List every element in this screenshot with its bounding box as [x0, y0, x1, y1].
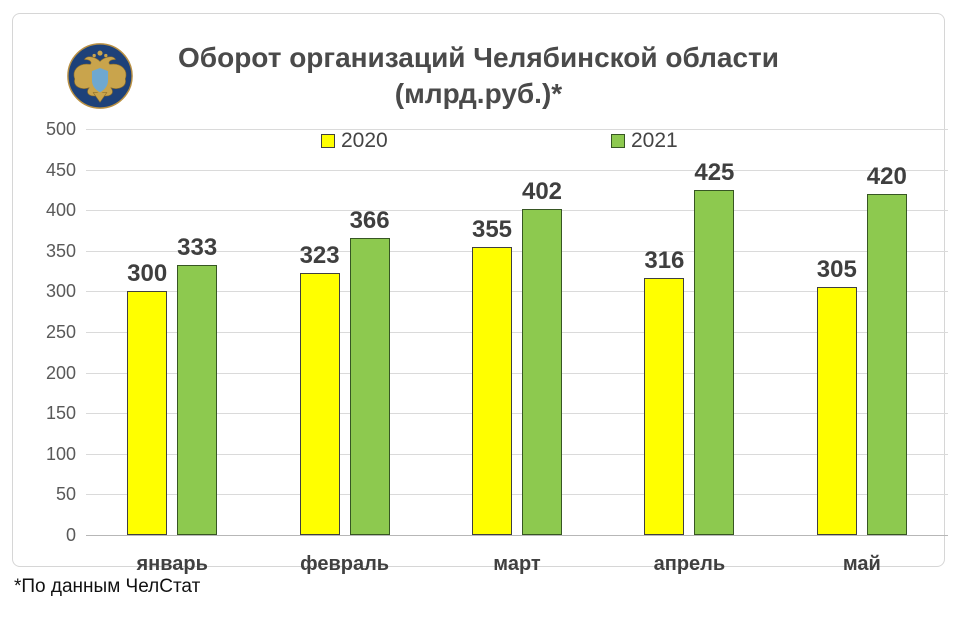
- y-tick-200: 200: [45, 362, 76, 383]
- bar-2020-март: [472, 246, 512, 535]
- bar-2020-февраль: [299, 272, 340, 535]
- chart-title: Оборот организаций Челябинской области (…: [13, 40, 944, 112]
- gridline-50: [86, 494, 948, 496]
- gridline-100: [86, 453, 948, 455]
- legend-item-2021: 2021: [611, 130, 678, 151]
- value-label-2021-февраль: 366: [349, 206, 390, 234]
- x-tick-апрель: апрель: [653, 553, 726, 575]
- legend-swatch-2021: [611, 133, 625, 148]
- legend-swatch-2020: [321, 133, 335, 148]
- y-tick-400: 400: [45, 200, 76, 221]
- chart-card: Оборот организаций Челябинской области (…: [12, 13, 948, 575]
- gridline-150: [86, 413, 948, 415]
- value-label-2021-январь: 333: [177, 233, 218, 261]
- bar-2021-апрель: [694, 189, 735, 535]
- bar-2020-январь: [127, 291, 168, 535]
- gridline-450: [86, 169, 948, 171]
- y-tick-300: 300: [45, 281, 76, 302]
- y-tick-250: 250: [45, 322, 76, 342]
- gridline-500: [86, 129, 948, 130]
- x-tick-май: май: [842, 553, 881, 575]
- gridline-400: [86, 210, 948, 212]
- bar-2020-май: [816, 287, 857, 535]
- bar-2020-апрель: [644, 278, 685, 535]
- gridline-300: [86, 291, 948, 293]
- legend-item-2020: 2020: [321, 130, 388, 151]
- value-label-2020-май: 305: [816, 256, 857, 284]
- bar-2021-февраль: [349, 237, 390, 535]
- gridline-350: [86, 250, 948, 252]
- gridline-250: [86, 332, 948, 333]
- y-tick-500: 500: [45, 119, 76, 139]
- y-tick-150: 150: [45, 403, 76, 424]
- value-label-2021-май: 420: [866, 162, 907, 190]
- rosstat-emblem-icon: [67, 43, 133, 109]
- legend-label-2021: 2021: [631, 129, 678, 152]
- bar-2021-январь: [177, 264, 218, 535]
- value-label-2020-март: 355: [471, 215, 513, 243]
- y-tick-0: 0: [65, 525, 76, 545]
- x-tick-январь: январь: [136, 553, 208, 575]
- footnote: *По данным ЧелСтат: [14, 576, 201, 597]
- legend-label-2020: 2020: [341, 129, 388, 152]
- chart-title-line2: (млрд.руб.)*: [394, 78, 563, 109]
- y-tick-100: 100: [45, 443, 76, 464]
- plot-area: 300 333 323 366 355 402 316 425 305 420: [86, 129, 948, 536]
- gridline-200: [86, 372, 948, 374]
- x-tick-март: март: [493, 553, 541, 575]
- x-tick-февраль: февраль: [300, 553, 390, 575]
- y-tick-50: 50: [55, 484, 76, 505]
- bar-2021-март: [522, 208, 562, 535]
- chart-title-line1: Оборот организаций Челябинской области: [178, 42, 779, 73]
- value-label-2020-январь: 300: [127, 260, 168, 288]
- value-label-2021-март: 402: [521, 177, 563, 205]
- value-label-2021-апрель: 425: [694, 158, 735, 186]
- y-tick-350: 350: [45, 240, 76, 261]
- value-label-2020-февраль: 323: [299, 241, 340, 269]
- value-label-2020-апрель: 316: [644, 247, 685, 275]
- y-tick-450: 450: [45, 159, 76, 180]
- bar-2021-май: [866, 193, 907, 535]
